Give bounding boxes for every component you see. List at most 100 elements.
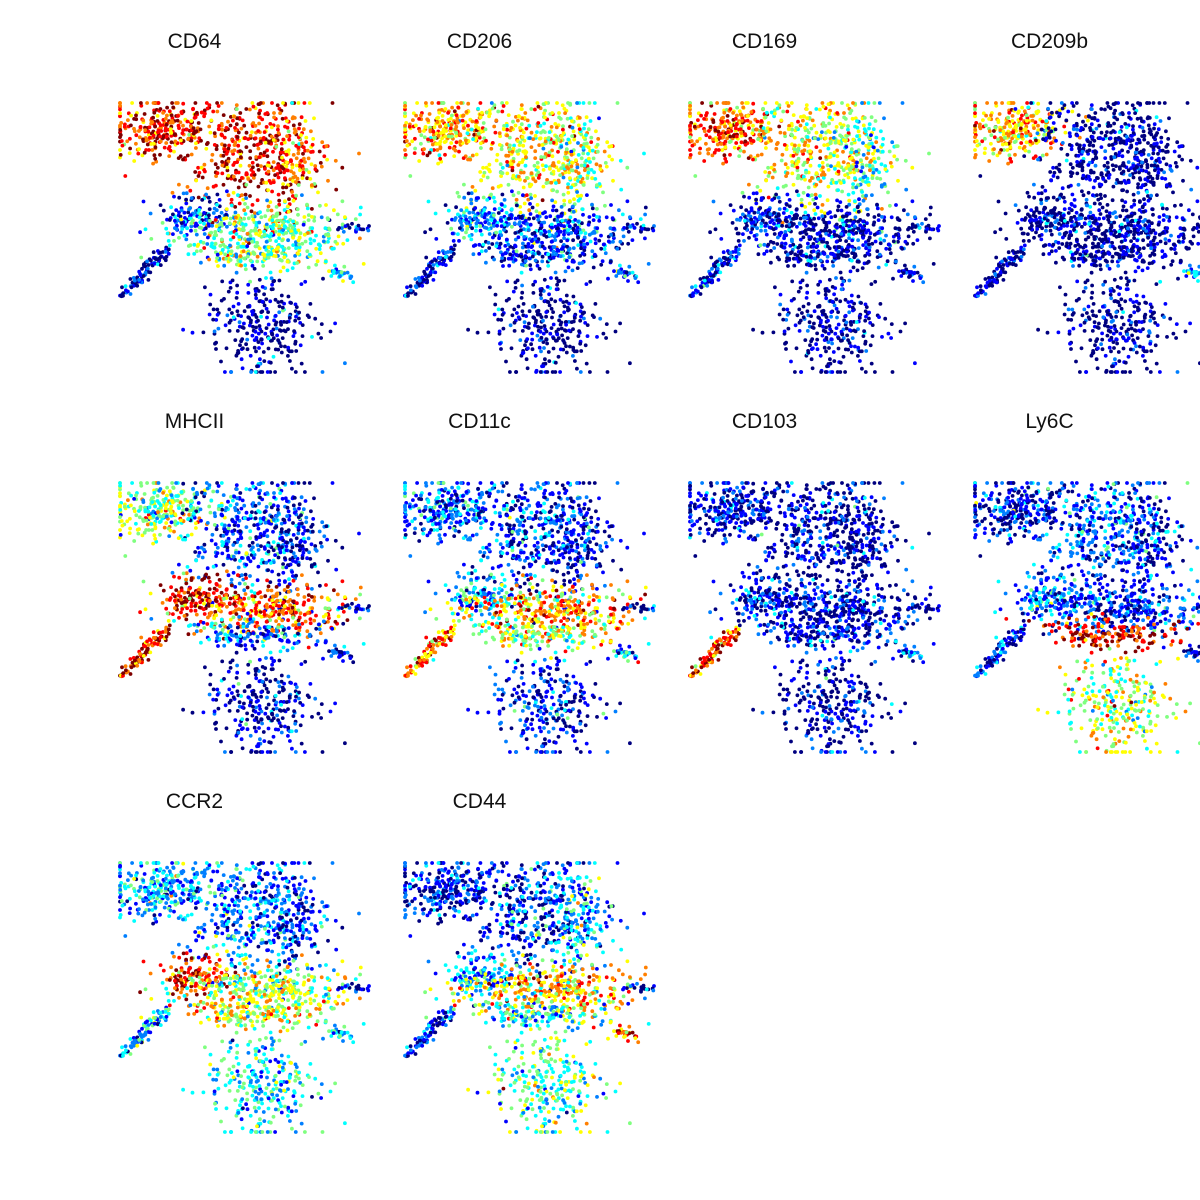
scatter-point	[533, 107, 537, 112]
scatter-point	[777, 257, 781, 262]
scatter-point	[433, 270, 438, 275]
scatter-point	[446, 134, 451, 139]
scatter-point	[213, 218, 218, 222]
scatter-point	[887, 242, 891, 247]
scatter-point	[244, 171, 249, 176]
scatter-point	[885, 259, 890, 264]
scatter-point	[164, 141, 169, 145]
scatter-point	[500, 109, 505, 114]
scatter-point	[613, 329, 618, 334]
scatter-point	[735, 105, 739, 110]
scatter-point	[566, 101, 570, 105]
scatter-point	[235, 290, 240, 295]
scatter-point	[579, 246, 583, 251]
scatter-point	[500, 192, 505, 197]
scatter-point	[543, 115, 547, 120]
scatter-point	[711, 199, 716, 204]
scatter-point	[205, 141, 210, 145]
scatter-point	[222, 216, 226, 221]
scatter-point	[118, 111, 122, 116]
scatter-point	[279, 322, 283, 327]
scatter-point	[343, 224, 348, 229]
scatter-point	[737, 218, 742, 222]
scatter-point	[457, 194, 461, 199]
scatter-point	[266, 249, 271, 254]
scatter-point	[153, 156, 158, 161]
scatter-point	[770, 175, 775, 180]
scatter-point	[719, 142, 724, 146]
scatter-point	[361, 262, 366, 266]
scatter-point	[286, 345, 291, 350]
scatter-point	[256, 102, 261, 106]
scatter-point	[242, 136, 247, 141]
scatter-point	[828, 139, 833, 144]
scatter-point	[470, 226, 474, 231]
scatter-point	[582, 310, 586, 315]
scatter-point	[182, 234, 187, 238]
scatter-point	[544, 164, 548, 168]
scatter-point	[208, 302, 213, 307]
scatter-point	[799, 115, 803, 119]
scatter-point	[291, 235, 295, 240]
scatter-point	[809, 126, 814, 131]
scatter-point	[257, 246, 262, 251]
scatter-point	[450, 217, 454, 222]
scatter-point	[151, 115, 155, 120]
scatter-point	[839, 134, 844, 139]
scatter-point	[868, 231, 873, 236]
scatter-point	[579, 193, 583, 198]
scatter-point	[290, 190, 294, 194]
scatter-point	[585, 176, 590, 180]
scatter-point	[728, 107, 733, 111]
scatter-point	[494, 230, 499, 235]
scatter-point	[257, 220, 262, 225]
scatter-point	[430, 259, 434, 264]
scatter-point	[820, 101, 825, 105]
scatter-point	[815, 244, 820, 249]
scatter-point	[353, 217, 358, 221]
scatter-point	[449, 254, 454, 259]
scatter-point	[408, 284, 413, 289]
scatter-point	[126, 118, 130, 122]
scatter-point	[170, 119, 174, 123]
scatter-point	[853, 176, 857, 180]
scatter-point	[598, 316, 603, 321]
scatter-point	[896, 178, 900, 183]
scatter-point	[139, 101, 143, 105]
scatter-point	[281, 220, 286, 225]
scatter-point	[606, 276, 610, 281]
scatter-point	[536, 217, 541, 222]
scatter-point	[852, 208, 857, 212]
scatter-point	[231, 118, 235, 123]
scatter-point	[711, 118, 716, 123]
scatter-point	[776, 235, 780, 240]
scatter-point	[153, 256, 157, 260]
scatter-point	[285, 268, 290, 273]
scatter-point	[502, 227, 506, 232]
scatter-point	[188, 243, 193, 248]
scatter-point	[643, 205, 648, 210]
scatter-point	[739, 134, 744, 138]
scatter-point	[478, 115, 483, 120]
scatter-point	[781, 109, 786, 114]
scatter-point	[882, 218, 887, 223]
scatter-point	[794, 126, 799, 130]
scatter-point	[440, 119, 445, 123]
scatter-point	[213, 241, 218, 246]
scatter-point	[259, 337, 264, 341]
scatter-point	[139, 103, 144, 108]
scatter-point	[485, 198, 490, 202]
scatter-point	[143, 270, 148, 275]
scatter-point	[411, 118, 415, 122]
scatter-point	[472, 216, 477, 221]
scatter-point	[233, 338, 238, 342]
scatter-point	[252, 143, 257, 147]
scatter-point	[292, 329, 296, 333]
scatter-point	[246, 291, 251, 295]
scatter-point	[501, 326, 506, 331]
scatter-point	[846, 175, 851, 180]
scatter-point	[251, 104, 256, 109]
scatter-point	[243, 192, 248, 197]
scatter-point	[706, 151, 711, 156]
scatter-point	[403, 123, 407, 128]
